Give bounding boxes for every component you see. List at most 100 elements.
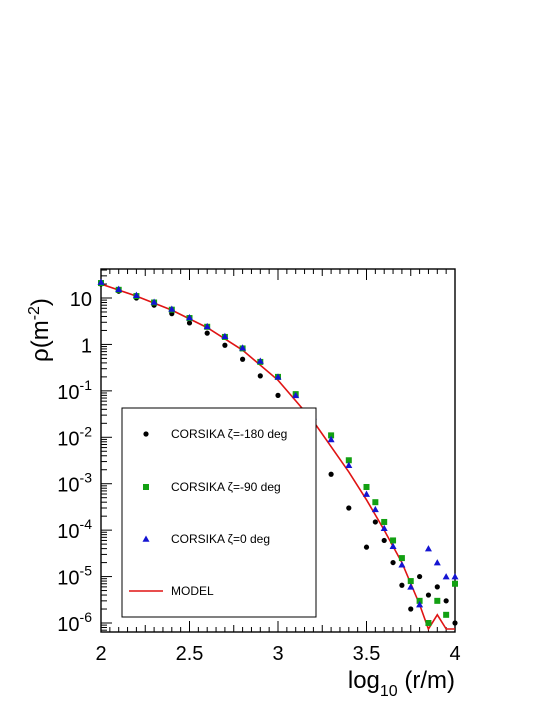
- legend-label: CORSIKA ζ=-180 deg: [171, 427, 287, 441]
- legend-label: MODEL: [171, 584, 214, 598]
- data-point-triangle: [97, 278, 105, 285]
- y-tick-label-exp: -1: [80, 377, 93, 393]
- data-point-circle: [328, 471, 334, 477]
- y-axis-title-main: ρ(m: [27, 320, 54, 362]
- data-point-circle: [381, 537, 387, 544]
- data-point-triangle: [150, 298, 158, 305]
- data-point-square: [443, 611, 450, 618]
- data-point-square: [416, 597, 423, 604]
- data-point-circle: [417, 573, 423, 580]
- y-tick-label: 10-4: [57, 516, 92, 543]
- legend-label: CORSIKA ζ=0 deg: [171, 532, 270, 546]
- data-point-triangle: [451, 573, 459, 580]
- x-axis-title-log: log: [348, 667, 380, 694]
- data-point-triangle: [292, 391, 300, 399]
- legend: CORSIKA ζ=-180 deg CORSIKA ζ=-90 deg CORSI…: [121, 407, 317, 618]
- data-point-triangle: [168, 305, 176, 312]
- y-tick-label-exp: -5: [80, 563, 93, 579]
- legend-swatch-circle: [143, 431, 149, 437]
- y-axis-title-exp: -2: [26, 306, 43, 320]
- x-tick-label: 4: [449, 643, 460, 665]
- y-tick-label-base: 10: [57, 568, 79, 590]
- data-point-triangle: [274, 373, 282, 380]
- x-axis-title-sub: 10: [380, 683, 398, 700]
- data-point-square: [345, 457, 352, 464]
- y-tick-label-base: 10: [57, 475, 79, 497]
- legend-box: [121, 407, 317, 618]
- data-point-circle: [434, 584, 440, 590]
- data-point-circle: [204, 330, 210, 336]
- data-point-square: [328, 432, 335, 439]
- data-point-circle: [372, 519, 378, 525]
- y-tick-label: 10-3: [57, 470, 92, 497]
- y-tick-label: 10: [70, 289, 92, 311]
- data-point-triangle: [115, 285, 123, 292]
- legend-swatch-triangle: [142, 535, 150, 542]
- data-point-triangle: [345, 461, 353, 469]
- data-point-triangle: [327, 435, 335, 443]
- data-point-triangle: [380, 524, 388, 532]
- data-markers: [97, 278, 459, 626]
- data-point-triangle: [203, 322, 211, 330]
- x-tick-label: 3: [272, 643, 283, 665]
- data-point-triangle: [371, 505, 379, 513]
- y-tick-label-base: 10: [70, 289, 92, 311]
- data-point-square: [381, 518, 388, 525]
- data-point-square: [398, 555, 405, 562]
- x-tick-label: 2: [95, 643, 106, 665]
- y-tick-label-base: 10: [57, 428, 79, 450]
- data-point-circle: [390, 559, 396, 566]
- data-point-circle: [452, 620, 458, 626]
- data-point-triangle: [363, 490, 370, 497]
- data-point-circle: [425, 592, 432, 598]
- data-point-square: [452, 580, 458, 587]
- data-point-circle: [186, 320, 193, 326]
- data-point-triangle: [416, 601, 424, 608]
- data-point-square: [434, 597, 441, 604]
- data-point-triangle: [132, 291, 140, 298]
- data-point-circle: [408, 606, 414, 612]
- data-point-circle: [399, 582, 405, 588]
- x-axis-title-rest: (r/m): [398, 667, 455, 694]
- data-point-triangle: [442, 573, 450, 580]
- y-tick-label-base: 10: [57, 521, 79, 543]
- y-tick-label: 10-1: [57, 377, 92, 404]
- data-point-circle: [443, 598, 449, 604]
- y-tick-label-base: 1: [81, 335, 92, 357]
- data-point-triangle: [221, 332, 229, 340]
- data-point-square: [372, 499, 379, 506]
- data-point-circle: [222, 342, 228, 348]
- x-axis-title: log10 (r/m): [348, 667, 455, 700]
- data-point-circle: [275, 392, 281, 398]
- y-tick-label-exp: -3: [80, 470, 93, 486]
- y-tick-label-exp: -6: [80, 609, 93, 625]
- data-point-square: [425, 620, 432, 626]
- data-point-square: [407, 578, 414, 585]
- y-tick-label-exp: -2: [80, 423, 93, 439]
- data-point-circle: [363, 544, 370, 550]
- data-point-square: [390, 537, 397, 544]
- data-point-square: [363, 483, 370, 490]
- x-tick-label: 3.5: [353, 643, 381, 665]
- y-tick-label-base: 10: [57, 382, 79, 404]
- data-point-triangle: [239, 344, 247, 351]
- y-tick-label-exp: -4: [80, 516, 93, 532]
- data-point-circle: [240, 356, 246, 362]
- data-point-triangle: [398, 561, 406, 568]
- data-point-triangle: [407, 583, 415, 590]
- y-axis-title: ρ(m-2): [26, 298, 54, 362]
- y-tick-label: 1: [81, 335, 92, 357]
- y-tick-label: 10-5: [57, 563, 92, 590]
- data-point-triangle: [186, 314, 193, 321]
- data-point-circle: [257, 373, 263, 379]
- data-point-triangle: [424, 545, 432, 552]
- y-tick-label-base: 10: [57, 614, 79, 636]
- x-tick-label: 2.5: [176, 643, 204, 665]
- y-tick-label: 10-2: [57, 423, 92, 450]
- data-point-triangle: [256, 357, 264, 364]
- legend-swatch-square: [143, 484, 149, 490]
- y-axis-title-close: ): [27, 298, 54, 306]
- y-tick-label: 10-6: [57, 609, 92, 636]
